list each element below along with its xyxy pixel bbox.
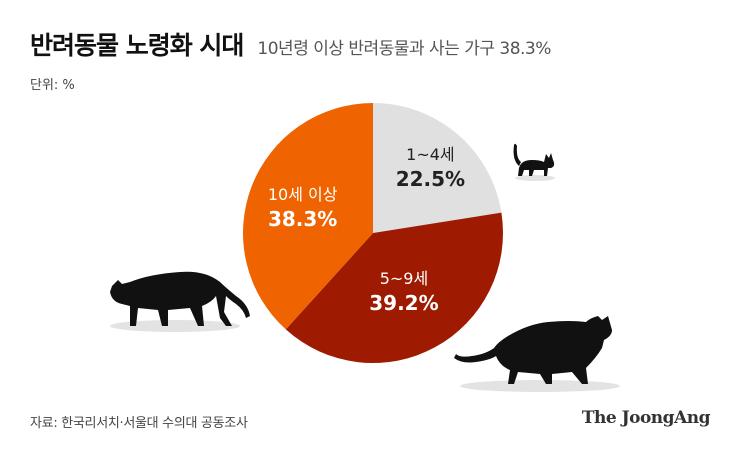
- walking-cat-left-icon: [110, 271, 250, 332]
- brand-logo: The JoongAng: [581, 408, 711, 428]
- chart-header: 반려동물 노령화 시대 10년령 이상 반려동물과 사는 가구 38.3%: [30, 26, 551, 62]
- chart-title: 반려동물 노령화 시대: [30, 31, 244, 60]
- chart-subtitle: 10년령 이상 반려동물과 사는 가구 38.3%: [257, 39, 551, 59]
- slice-value-label: 22.5%: [396, 167, 465, 191]
- unit-label: 단위: %: [30, 78, 75, 93]
- slice-category-label: 10세 이상: [268, 185, 338, 204]
- slice-value-label: 39.2%: [369, 291, 438, 315]
- source-note: 자료: 한국리서치·서울대 수의대 공동조사: [30, 416, 248, 431]
- small-cat-icon: [513, 143, 555, 181]
- slice-category-label: 5~9세: [380, 269, 429, 288]
- pie-slices: [242, 102, 503, 363]
- pie-slice: [373, 103, 502, 233]
- slice-category-label: 1~4세: [406, 145, 455, 164]
- pie-slice: [285, 212, 503, 363]
- slice-value-label: 38.3%: [268, 207, 337, 231]
- walking-cat-right-icon: [454, 316, 620, 392]
- pie-labels: 1~4세 22.5% 5~9세 39.2% 10세 이상 38.3%: [268, 145, 465, 315]
- pie-slice: [242, 102, 373, 330]
